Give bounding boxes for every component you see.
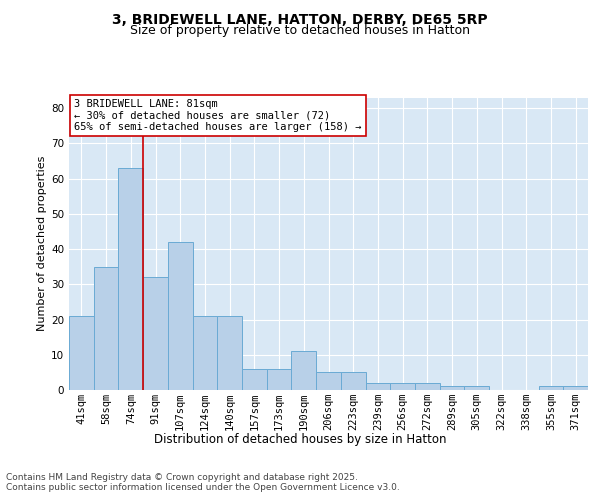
Bar	[563, 386, 588, 390]
Bar	[341, 372, 365, 390]
Text: Size of property relative to detached houses in Hatton: Size of property relative to detached ho…	[130, 24, 470, 37]
Bar	[316, 372, 341, 390]
Text: 3, BRIDEWELL LANE, HATTON, DERBY, DE65 5RP: 3, BRIDEWELL LANE, HATTON, DERBY, DE65 5…	[112, 12, 488, 26]
Bar	[193, 316, 217, 390]
Bar	[94, 266, 118, 390]
Bar	[365, 383, 390, 390]
Text: 3 BRIDEWELL LANE: 81sqm
← 30% of detached houses are smaller (72)
65% of semi-de: 3 BRIDEWELL LANE: 81sqm ← 30% of detache…	[74, 99, 362, 132]
Bar	[242, 369, 267, 390]
Bar	[217, 316, 242, 390]
Bar	[267, 369, 292, 390]
Bar	[292, 351, 316, 390]
Bar	[143, 277, 168, 390]
Y-axis label: Number of detached properties: Number of detached properties	[37, 156, 47, 332]
Bar	[539, 386, 563, 390]
Bar	[69, 316, 94, 390]
Text: Contains HM Land Registry data © Crown copyright and database right 2025.
Contai: Contains HM Land Registry data © Crown c…	[6, 472, 400, 492]
Bar	[168, 242, 193, 390]
Bar	[440, 386, 464, 390]
Text: Distribution of detached houses by size in Hatton: Distribution of detached houses by size …	[154, 432, 446, 446]
Bar	[415, 383, 440, 390]
Bar	[118, 168, 143, 390]
Bar	[390, 383, 415, 390]
Bar	[464, 386, 489, 390]
